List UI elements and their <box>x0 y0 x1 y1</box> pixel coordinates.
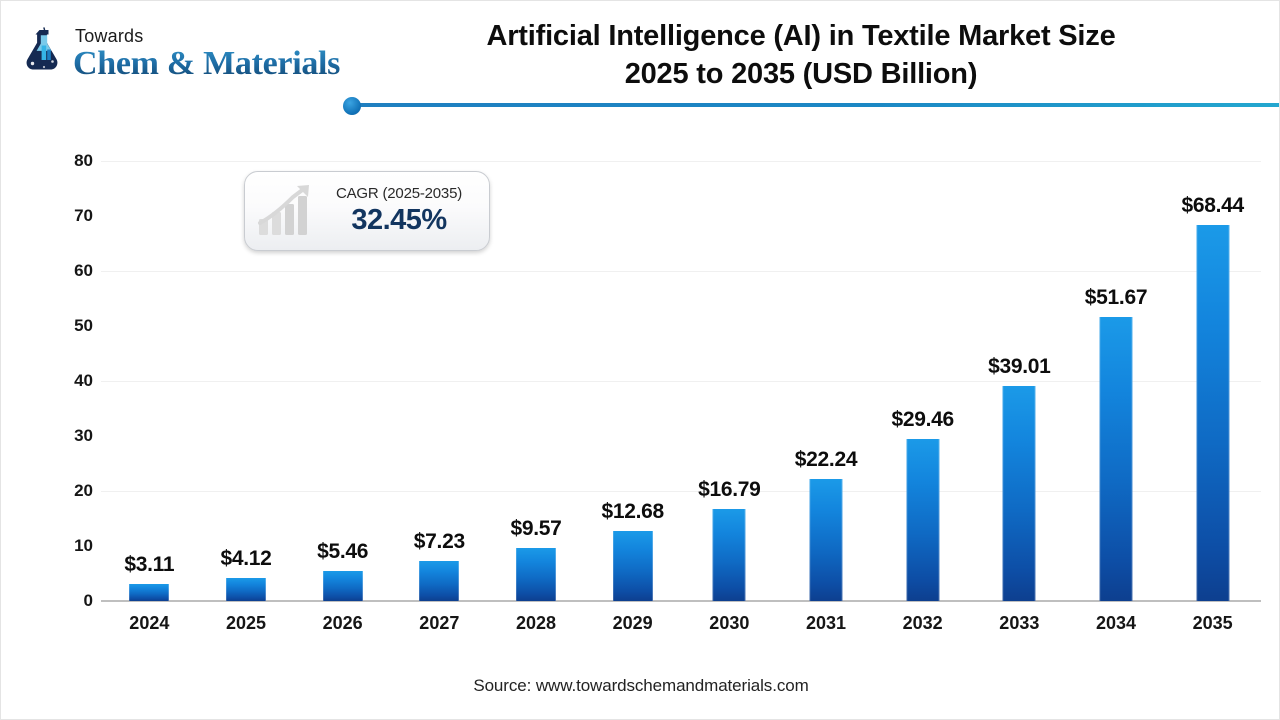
bar-column: $22.24 <box>778 161 875 601</box>
bar[interactable] <box>906 438 940 601</box>
bar-column: $5.46 <box>294 161 391 601</box>
bar[interactable] <box>1196 224 1230 601</box>
cagr-badge: CAGR (2025-2035) 32.45% <box>244 171 490 251</box>
title-line-2: 2025 to 2035 (USD Billion) <box>624 58 978 91</box>
y-axis-tick-label: 80 <box>74 151 93 170</box>
gridline <box>101 271 1261 272</box>
bar[interactable] <box>322 570 363 601</box>
bar[interactable] <box>129 583 170 601</box>
bar-column: $12.68 <box>584 161 681 601</box>
cagr-caption: CAGR (2025-2035) <box>335 185 463 203</box>
x-axis-tick-label: 2025 <box>225 613 267 633</box>
bar[interactable] <box>612 531 653 601</box>
bar[interactable] <box>225 578 266 601</box>
x-axis-tick-label: 2028 <box>515 613 557 633</box>
title-line-1: Artificial Intelligence (AI) in Textile … <box>486 20 1116 52</box>
plot-area <box>101 161 1261 601</box>
bar-value-label: $16.79 <box>698 477 761 501</box>
bar-column: $39.01 <box>971 161 1068 601</box>
x-axis-tick-label: 2027 <box>419 613 460 633</box>
bar-value-label: $5.46 <box>317 539 369 563</box>
gridline <box>101 161 1261 162</box>
bar-column: $51.67 <box>1068 161 1165 601</box>
bar[interactable] <box>1099 316 1133 601</box>
bar[interactable] <box>712 508 746 601</box>
bar-value-label: $68.44 <box>1181 193 1244 217</box>
x-axis-tick-label: 2033 <box>999 613 1040 633</box>
bar[interactable] <box>1002 386 1036 601</box>
x-axis-tick-label: 2032 <box>902 613 943 633</box>
bar-chart-growth-icon <box>258 185 309 235</box>
page-title: Artificial Intelligence (AI) in Textile … <box>431 17 1171 94</box>
bar-column: $9.57 <box>488 161 585 601</box>
bar-series: $3.11 $4.12 $5.46 $7.23 $9.57 $12.68 $16.79 $22… <box>101 161 1261 601</box>
y-axis-tick-label: 60 <box>74 261 93 280</box>
brand-logo: Towards Chem & Materials <box>21 27 340 81</box>
bar-value-label: $4.12 <box>220 547 272 571</box>
bar-value-label: $22.24 <box>794 447 858 471</box>
bar-column: $68.44 <box>1164 161 1261 601</box>
divider-dot-icon <box>343 97 361 115</box>
source-note: Source: www.towardschemandmaterials.com <box>473 676 809 695</box>
x-axis-line <box>101 600 1261 602</box>
y-axis-tick-label: 50 <box>74 316 93 335</box>
bar-value-label: $51.67 <box>1084 285 1148 309</box>
y-axis-tick-label: 70 <box>74 206 93 225</box>
bar-value-label: $3.11 <box>124 552 175 576</box>
gridline <box>101 381 1261 382</box>
y-axis-tick-label: 40 <box>74 371 93 390</box>
x-axis-tick-label: 2029 <box>612 613 653 633</box>
bar[interactable] <box>419 561 460 601</box>
brand-main-word: Chem & Materials <box>73 45 341 82</box>
y-axis-tick-label: 20 <box>74 481 93 500</box>
bar-value-label: $7.23 <box>413 530 465 554</box>
y-axis-tick-label: 0 <box>83 591 93 610</box>
gridline <box>101 491 1261 492</box>
x-axis-tick-label: 2031 <box>805 613 847 633</box>
bar[interactable] <box>809 478 843 601</box>
bar-value-label: $29.46 <box>891 407 954 431</box>
x-axis-tick-label: 2034 <box>1095 613 1137 633</box>
x-axis-tick-label: 2026 <box>322 613 363 633</box>
bar-value-label: $12.68 <box>601 500 664 524</box>
bar-column: $29.46 <box>874 161 971 601</box>
bar-column: $16.79 <box>681 161 778 601</box>
x-axis: 2024 2025 2026 2027 2028 2029 2030 2031 2032 2033… <box>101 613 1261 641</box>
divider-line <box>353 103 1279 107</box>
header-divider <box>1 97 1279 115</box>
cagr-value: 32.45% <box>351 204 447 237</box>
flask-icon <box>26 27 58 70</box>
bar-column: $3.11 <box>101 161 198 601</box>
x-axis-tick-label: 2024 <box>129 613 170 633</box>
brand-top-word: Towards <box>75 26 144 46</box>
bar-column: $4.12 <box>198 161 295 601</box>
y-axis-tick-label: 30 <box>74 426 93 445</box>
bar-value-label: $39.01 <box>988 355 1051 379</box>
bar[interactable] <box>515 548 556 601</box>
x-axis-tick-label: 2035 <box>1192 613 1233 633</box>
bar-value-label: $9.57 <box>510 517 562 541</box>
bar-column: $7.23 <box>391 161 488 601</box>
x-axis-tick-label: 2030 <box>709 613 750 633</box>
y-axis-tick-label: 10 <box>74 536 93 555</box>
